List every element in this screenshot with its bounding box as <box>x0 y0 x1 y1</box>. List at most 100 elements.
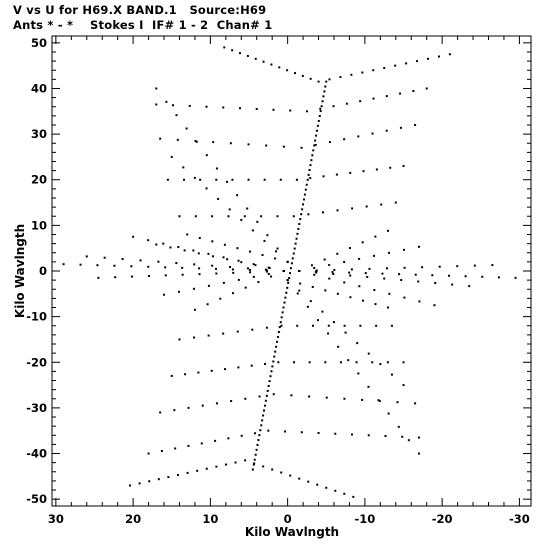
uv-point-chevron <box>385 95 388 98</box>
uv-point-central <box>261 419 264 422</box>
uv-point-arm <box>514 276 517 279</box>
uv-point-chevron <box>187 444 190 447</box>
uv-point-diagonal <box>274 257 277 260</box>
uv-point-diagonal <box>374 303 377 306</box>
uv-point-arm <box>447 274 450 277</box>
uv-point-arm <box>155 243 158 246</box>
uv-point-chevron <box>319 107 322 110</box>
uv-point-arm <box>130 265 133 268</box>
uv-point-diagonal <box>286 260 289 263</box>
uv-point-central <box>316 124 319 127</box>
uv-point-chevron <box>276 215 279 218</box>
uv-point-central <box>315 134 318 137</box>
uv-point-diagonal <box>256 220 259 223</box>
uv-point-chevron <box>214 439 217 442</box>
uv-point-chevron <box>321 211 324 214</box>
uv-point-diagonal <box>387 306 390 309</box>
x-tick-label: 0 <box>284 512 292 526</box>
uv-point-arm <box>418 300 421 303</box>
uv-point-arm <box>361 241 364 244</box>
uv-point-chevron <box>384 435 387 438</box>
uv-point-arm <box>198 267 201 270</box>
uv-point-chevron <box>314 143 317 146</box>
uv-point-arm <box>232 292 235 295</box>
uv-point-diagonal <box>236 247 239 250</box>
uv-point-diagonal <box>296 292 299 295</box>
uv-point-diagonal <box>367 352 370 355</box>
uv-point-arm <box>373 254 376 257</box>
uv-point-arm <box>282 270 285 272</box>
uv-point-chevron <box>334 432 337 435</box>
uv-point-chevron <box>184 373 187 376</box>
x-axis-label: Kilo Wavlngth <box>245 525 339 539</box>
uv-point-arm <box>207 252 210 255</box>
uv-point-arm <box>229 266 232 269</box>
uv-point-arm <box>456 265 459 268</box>
uv-point-diagonal <box>215 167 218 170</box>
uv-point-central <box>260 424 263 427</box>
uv-point-chevron <box>402 165 405 168</box>
uv-point-diagonal <box>356 342 359 345</box>
uv-point-chevron <box>258 395 261 398</box>
uv-point-chevron <box>401 435 404 438</box>
uv-point-arm <box>207 284 210 287</box>
x-tick-label: -20 <box>432 512 453 526</box>
uv-point-arm <box>215 267 218 270</box>
uv-point-arm <box>313 266 316 269</box>
uv-point-central <box>276 335 279 338</box>
uv-point-chevron <box>183 178 186 181</box>
y-tick-label: 40 <box>31 81 47 95</box>
uv-point-upper-v <box>394 64 397 67</box>
uv-point-central <box>296 232 299 235</box>
uv-point-chevron <box>380 203 383 206</box>
uv-point-diagonal <box>248 250 251 253</box>
uv-point-chevron <box>371 132 374 135</box>
uv-point-central <box>263 404 266 407</box>
uv-point-diagonal <box>286 279 289 282</box>
uv-point-arm <box>414 273 417 276</box>
uv-point-chevron <box>324 361 327 364</box>
uv-point-chevron <box>159 411 162 414</box>
y-tick-label: 20 <box>31 173 47 187</box>
uv-point-arm <box>403 248 406 251</box>
uv-point-chevron <box>197 371 200 374</box>
uv-point-lower-v <box>167 476 170 479</box>
uv-point-central <box>255 448 258 451</box>
uv-point-diagonal <box>379 363 382 366</box>
uv-point-arm <box>211 255 214 258</box>
uv-point-arm <box>331 271 334 274</box>
y-tick-label: 50 <box>31 36 47 50</box>
uv-point-arm <box>157 260 160 263</box>
uv-point-arm <box>373 289 376 292</box>
uv-point-chevron <box>296 324 299 327</box>
uv-point-central <box>325 80 328 83</box>
uv-point-central <box>267 385 270 388</box>
uv-point-arm <box>491 264 494 267</box>
uv-point-chevron <box>147 452 150 455</box>
uv-point-lower-v <box>352 495 355 498</box>
uv-point-lower-v <box>215 465 218 468</box>
uv-point-chevron <box>255 108 258 111</box>
uv-point-diagonal <box>165 100 168 103</box>
uv-point-central <box>274 350 277 353</box>
uv-point-central <box>317 119 320 122</box>
uv-point-diagonal <box>226 180 229 183</box>
uv-point-arm <box>481 275 484 278</box>
uv-point-upper-v <box>361 71 364 74</box>
uv-point-chevron <box>308 361 311 364</box>
uv-point-chevron <box>305 110 308 113</box>
uv-point-central <box>308 169 311 172</box>
uv-point-chevron <box>194 215 197 218</box>
uv-point-chevron <box>300 146 303 149</box>
uv-point-central <box>289 267 292 270</box>
uv-point-chevron <box>359 324 362 327</box>
uv-point-central <box>272 360 275 363</box>
uv-point-diagonal <box>337 345 340 348</box>
uv-point-central <box>288 277 291 280</box>
y-tick-label: -40 <box>26 447 47 461</box>
uv-point-central <box>295 237 298 240</box>
uv-point-upper-v <box>231 49 234 52</box>
uv-point-arm <box>139 259 142 262</box>
uv-point-chevron <box>279 178 282 181</box>
uv-point-chevron <box>389 166 392 169</box>
